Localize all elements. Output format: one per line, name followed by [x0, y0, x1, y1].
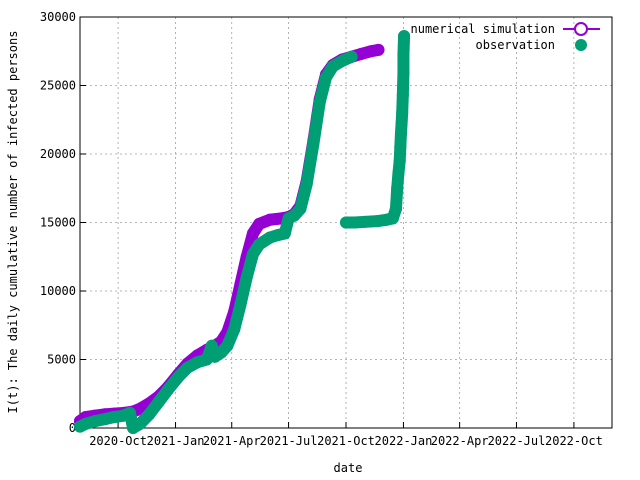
observation-point	[313, 95, 326, 108]
y-tick-label: 30000	[40, 10, 76, 24]
observation-point	[348, 216, 361, 229]
observation-point	[133, 417, 146, 430]
simulation-point	[354, 47, 367, 60]
observation-point	[345, 50, 358, 63]
y-tick-label: 0	[69, 421, 76, 435]
observation-point	[371, 215, 384, 228]
observation-point	[394, 127, 407, 140]
observation-point	[396, 106, 409, 119]
simulation-point	[372, 43, 385, 56]
y-axis-label: I(t): The daily cumulative number of inf…	[6, 31, 20, 414]
observation-point	[181, 361, 194, 374]
observation-point	[397, 47, 410, 60]
observation-point	[340, 216, 352, 229]
y-tick-label: 25000	[40, 79, 76, 93]
observation-point	[391, 182, 404, 195]
observation-point	[191, 356, 204, 369]
simulation-point	[263, 213, 276, 226]
observation-point	[326, 60, 339, 73]
observation-point	[386, 212, 399, 225]
y-tick-label: 15000	[40, 216, 76, 230]
observation-point	[79, 417, 92, 430]
x-tick-label: 2022-Jul	[488, 434, 546, 448]
observation-point	[294, 202, 307, 215]
observation-point	[221, 339, 234, 352]
observation-point	[396, 89, 409, 102]
y-tick-label: 5000	[47, 353, 76, 367]
observation-point	[172, 371, 185, 384]
x-tick-label: 2022-Jan	[375, 434, 433, 448]
observation-point	[278, 227, 291, 240]
x-tick-label: 2021-Jan	[147, 434, 205, 448]
observation-point	[307, 137, 320, 150]
observation-point	[320, 71, 333, 84]
observation-point	[88, 415, 101, 428]
observation-point	[253, 238, 266, 251]
observation-series-band	[74, 50, 358, 434]
x-tick-label: 2020-Oct	[89, 434, 147, 448]
observation-point	[398, 30, 411, 43]
observation-series-band	[340, 30, 411, 229]
x-tick-label: 2022-Apr	[431, 434, 489, 448]
observation-point	[228, 323, 241, 336]
observation-point	[205, 339, 218, 352]
observation-point	[234, 298, 247, 311]
observation-point	[300, 178, 313, 191]
observation-point	[162, 383, 175, 396]
legend: numerical simulation observation	[411, 22, 600, 52]
x-tick-label: 2022-Oct	[545, 434, 603, 448]
simulation-point	[253, 217, 266, 230]
observation-point	[395, 117, 408, 130]
observation-point	[393, 154, 406, 167]
x-axis-label: date	[334, 461, 363, 475]
series-area	[74, 30, 411, 434]
observation-point	[389, 202, 402, 215]
simulation-point	[133, 402, 146, 415]
legend-label-simulation: numerical simulation	[411, 22, 556, 36]
legend-marker-observation	[575, 39, 587, 51]
observation-point	[392, 167, 405, 180]
observation-point	[152, 395, 165, 408]
observation-point	[394, 141, 407, 154]
x-tick-label: 2021-Jul	[260, 434, 318, 448]
observation-point	[143, 408, 156, 421]
observation-point	[359, 215, 372, 228]
y-tick-label: 10000	[40, 284, 76, 298]
x-tick-label: 2021-Oct	[317, 434, 375, 448]
observation-point	[336, 54, 349, 67]
observation-point	[397, 67, 410, 80]
observation-point	[108, 411, 121, 424]
observation-point	[240, 271, 253, 284]
observation-point	[246, 248, 259, 261]
observation-point	[98, 413, 111, 426]
simulation-series-line	[74, 43, 385, 428]
simulation-point	[246, 227, 259, 240]
legend-marker-simulation	[574, 22, 588, 36]
y-tick-label: 20000	[40, 147, 76, 161]
x-tick-label: 2021-Apr	[203, 434, 261, 448]
legend-label-observation: observation	[476, 38, 555, 52]
observation-point	[123, 406, 136, 419]
